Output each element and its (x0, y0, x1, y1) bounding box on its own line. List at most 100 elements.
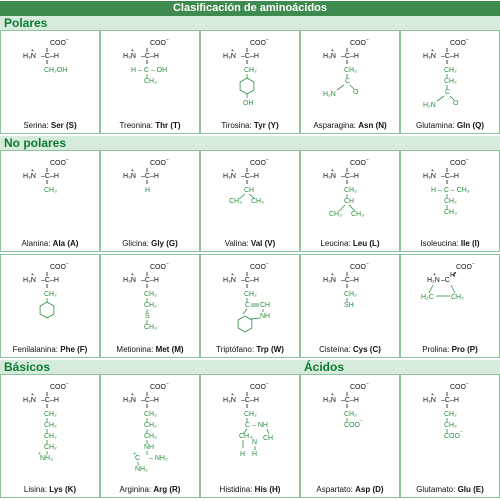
carboxyl-group: COO (150, 160, 167, 167)
section-polares: Polares (0, 16, 500, 30)
carboxyl-group: COO (150, 264, 167, 271)
side-chain-group: H (252, 451, 257, 458)
carboxyl-charge: − (266, 261, 269, 267)
benzene-ring (39, 301, 55, 319)
amino-acid-label: Valina: Val (V) (201, 239, 299, 248)
structural-formula: COO − H₃N+ –C–H CH₂ C CH NH (223, 261, 270, 333)
amine-group: H₃N (23, 173, 36, 180)
amine-group: H₃N (223, 277, 236, 284)
amino-acid-label: Asparagina: Asn (N) (301, 121, 399, 130)
amino-acid-label: Histidina: His (H) (201, 485, 299, 494)
amino-acid-cell: COO − H₃N + –C–H CH₂ COO − Aspartato: Asp (D) (300, 374, 400, 498)
side-chain-group: – NH (252, 422, 268, 429)
side-chain-group: NH₂ (135, 466, 148, 473)
amino-acid-cell: COO − H₂N + –C H H₂C CH₂ Prolina: Pro (P) (400, 254, 500, 358)
amino-acid-name: Prolina: (422, 345, 452, 354)
amino-acid-cell: COO − H₃N + –C–H CH₂ CH₂ COO − Glutamato: Glu (E) (400, 374, 500, 498)
amine-group: H₃N (323, 277, 336, 284)
carboxyl-group: COO (50, 264, 67, 271)
side-chain-group: CH₂ (244, 411, 257, 418)
amino-acid-abbreviation: Lys (K) (49, 485, 77, 494)
carboxyl-group: COO (350, 264, 367, 271)
amino-acid-label: Serina: Ser (S) (1, 121, 99, 130)
side-chain-group: NH₃ (40, 455, 53, 462)
amino-acid-cell: COO − H₃N + –C–H H – C – OH CH₃ Treonina: Thr (… (100, 30, 200, 134)
side-chain-group: CH₂ (444, 198, 457, 205)
side-chain-group: C (345, 78, 350, 85)
section-basicos: Básicos (0, 360, 300, 374)
carboxyl-charge: − (66, 157, 69, 163)
side-chain-group: H (240, 451, 245, 458)
amine-charge: + (31, 48, 34, 54)
amino-acid-abbreviation: Cys (C) (352, 345, 381, 354)
amine-group: H₃N (223, 397, 236, 404)
amino-acid-label: Aspartato: Asp (D) (301, 485, 399, 494)
alpha-carbon: –C–H (341, 277, 359, 284)
amino-acid-label: Cisteína: Cys (C) (301, 345, 399, 354)
amino-acid-label: Fenilalanina: Phe (F) (1, 345, 99, 354)
amino-acid-label: Triptófano: Trp (W) (201, 345, 299, 354)
amine-charge: + (31, 392, 34, 398)
amine-group: H₃N (23, 53, 36, 60)
side-chain-charge: + (250, 435, 253, 441)
amine-group: H₃N (323, 397, 336, 404)
carboxyl-group: COO (450, 40, 467, 47)
amino-acid-abbreviation: Ser (S) (50, 121, 77, 130)
carboxyl-group: COO (50, 384, 67, 391)
amino-acid-label: Treonina: Thr (T) (101, 121, 199, 130)
side-chain-group: H – C – OH (131, 67, 167, 74)
amino-acid-label: Metionina: Met (M) (101, 345, 199, 354)
side-chain-group: CH₃ (444, 209, 457, 216)
alpha-carbon: –C–H (41, 53, 59, 60)
carboxyl-group: COO (50, 40, 67, 47)
amino-acid-cell: COO − H₃N + –C–H CH₂ C CH NH Triptófano: Trp (W) (200, 254, 300, 358)
carboxyl-charge: − (66, 381, 69, 387)
carboxyl-group: COO (456, 264, 473, 271)
carboxyl-charge: − (66, 261, 69, 267)
side-chain-group: CH₂ (144, 411, 157, 418)
side-chain-group: CH₂ (451, 294, 464, 301)
amine-group: H₃N (23, 397, 36, 404)
side-chain-group: CH₂ (444, 422, 457, 429)
amine-charge: + (131, 48, 134, 54)
bond-line (242, 428, 248, 435)
alpha-carbon: –C–H (141, 277, 159, 284)
side-chain-group: CH₃ (329, 211, 342, 218)
bond-line (250, 317, 261, 320)
amino-acid-cell: COO − H₃N + –C–H CH₂ Fenilalanina: Phe (F) (0, 254, 100, 358)
amino-acid-abbreviation: Tyr (Y) (253, 121, 279, 130)
side-chain-group: NH (144, 444, 154, 451)
amino-acid-cell: COO − H₃N + –C–H CH₂ CH₂ CH₂ NH C + – NH₂ NH₂ Arginin… (100, 374, 200, 498)
carboxyl-group: COO (250, 160, 267, 167)
ring-bond (450, 284, 456, 294)
structural-formula: COO − H₃N+ –C–H CH₂ SH (323, 261, 369, 309)
amine-charge: + (131, 392, 134, 398)
carboxyl-group: COO (50, 160, 67, 167)
amino-acid-name: Fenilalanina: (12, 345, 61, 354)
carboxyl-bond (452, 271, 457, 277)
amine-charge: + (331, 272, 334, 278)
section-acidos: Ácidos (300, 360, 500, 374)
carboxyl-charge: − (466, 381, 469, 387)
side-chain-group: S (145, 313, 150, 320)
amino-acid-cell: COO − H₃N + –C–H CH₂OH Serina: Ser (S) (0, 30, 100, 134)
side-chain-group: CH (239, 433, 249, 440)
amino-acid-abbreviation: Arg (R) (153, 485, 181, 494)
bond-line (349, 84, 355, 90)
alpha-carbon: –C (441, 277, 450, 284)
side-chain-group: CH (244, 187, 254, 194)
amine-group: H₂N (427, 277, 440, 284)
amino-acid-name: Arginina: (119, 485, 154, 494)
amine-charge: + (431, 168, 434, 174)
amino-acid-abbreviation: Gln (Q) (456, 121, 484, 130)
amine-charge: + (433, 272, 436, 278)
amino-acid-cell: COO − H₃N + –C–H H Glicina: Gly (G) (100, 150, 200, 252)
amino-acid-cell: COO − H₃N + –C–H CH₂ SH Cisteína: Cys (C) (300, 254, 400, 358)
structural-formula: COO − H₃N+ –C–H H (123, 157, 169, 194)
alpha-carbon: –C–H (341, 173, 359, 180)
side-chain-group: H₂N (323, 91, 336, 98)
amino-acid-name: Alanina: (21, 239, 53, 248)
amino-acid-name: Triptófano: (216, 345, 257, 354)
